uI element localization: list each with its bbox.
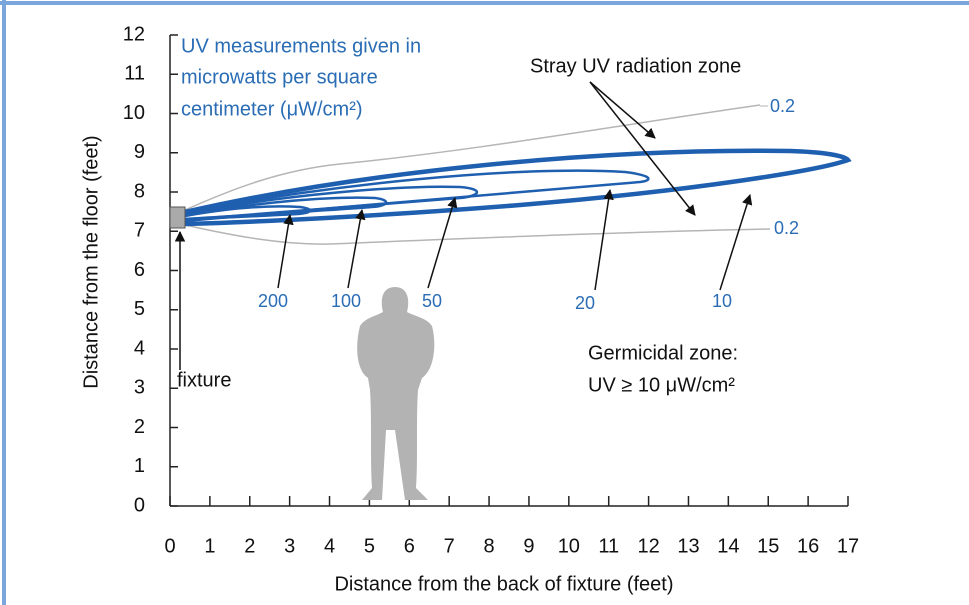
x-tick-label: 7 xyxy=(444,535,455,557)
figure: 0123456789101112131415161701234567891011… xyxy=(0,0,969,605)
contour-label: 50 xyxy=(422,291,442,311)
x-tick-label: 2 xyxy=(244,535,255,557)
fixture-label: fixture xyxy=(177,369,231,391)
x-tick-label: 8 xyxy=(483,535,494,557)
contour-label: 200 xyxy=(258,291,288,311)
contour-label: 0.2 xyxy=(770,96,795,116)
background xyxy=(0,0,969,605)
x-tick-label: 10 xyxy=(558,535,580,557)
x-tick-label: 14 xyxy=(717,535,739,557)
x-tick-label: 9 xyxy=(523,535,534,557)
note-line: centimeter (μW/cm²) xyxy=(181,98,363,120)
y-tick-label: 2 xyxy=(134,416,145,438)
x-tick-label: 11 xyxy=(598,535,619,557)
y-axis-label: Distance from the floor (feet) xyxy=(80,135,102,388)
y-tick-label: 3 xyxy=(134,377,145,399)
x-tick-label: 13 xyxy=(677,535,699,557)
y-tick-label: 6 xyxy=(134,259,145,281)
germicidal-label: Germicidal zone: xyxy=(588,342,738,364)
y-tick-label: 1 xyxy=(134,455,145,477)
x-tick-label: 17 xyxy=(837,535,859,557)
contour-label: 100 xyxy=(331,291,361,311)
y-tick-label: 12 xyxy=(123,23,145,45)
fixture xyxy=(170,207,185,228)
x-tick-label: 3 xyxy=(284,535,295,557)
x-tick-label: 6 xyxy=(404,535,415,557)
x-tick-label: 1 xyxy=(204,535,215,557)
y-tick-label: 8 xyxy=(134,180,145,202)
x-axis-label: Distance from the back of fixture (feet) xyxy=(334,573,673,595)
y-tick-label: 9 xyxy=(134,141,145,163)
y-tick-label: 0 xyxy=(134,494,145,516)
stray-label: Stray UV radiation zone xyxy=(530,55,741,77)
germicidal-label: UV ≥ 10 μW/cm² xyxy=(588,374,735,396)
y-tick-label: 7 xyxy=(134,220,145,242)
contour-label: 20 xyxy=(575,293,595,313)
y-tick-label: 11 xyxy=(124,63,145,85)
x-tick-label: 4 xyxy=(324,535,335,557)
note-line: UV measurements given in xyxy=(181,35,421,57)
contour-label: 10 xyxy=(712,291,732,311)
x-tick-label: 16 xyxy=(797,535,819,557)
y-tick-label: 5 xyxy=(134,298,145,320)
note-line: microwatts per square xyxy=(181,66,378,88)
y-tick-label: 10 xyxy=(123,102,145,124)
contour-label: 0.2 xyxy=(774,218,799,238)
x-tick-label: 5 xyxy=(364,535,375,557)
x-tick-label: 0 xyxy=(164,535,175,557)
y-tick-label: 4 xyxy=(134,337,145,359)
x-tick-label: 15 xyxy=(757,535,779,557)
x-tick-label: 12 xyxy=(637,535,659,557)
